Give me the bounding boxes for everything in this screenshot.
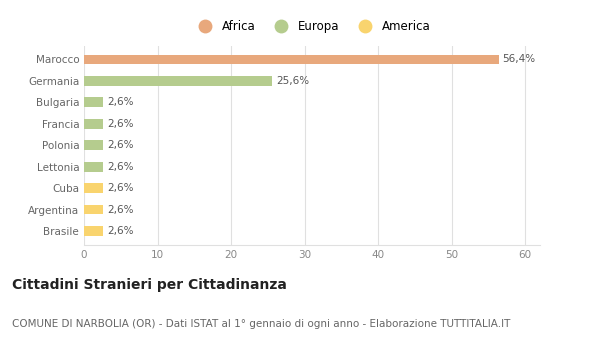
Text: Cittadini Stranieri per Cittadinanza: Cittadini Stranieri per Cittadinanza <box>12 278 287 292</box>
Bar <box>84 183 103 193</box>
Bar <box>84 162 103 172</box>
Text: 2,6%: 2,6% <box>107 205 133 215</box>
Bar <box>84 226 103 236</box>
Bar <box>84 98 103 107</box>
Bar <box>84 55 499 64</box>
Text: 2,6%: 2,6% <box>107 97 133 107</box>
Text: COMUNE DI NARBOLIA (OR) - Dati ISTAT al 1° gennaio di ogni anno - Elaborazione T: COMUNE DI NARBOLIA (OR) - Dati ISTAT al … <box>12 319 511 329</box>
Bar <box>84 76 272 86</box>
Text: 2,6%: 2,6% <box>107 162 133 172</box>
Text: 2,6%: 2,6% <box>107 140 133 150</box>
Legend: Africa, Europa, America: Africa, Europa, America <box>188 15 436 38</box>
Text: 25,6%: 25,6% <box>276 76 309 86</box>
Text: 2,6%: 2,6% <box>107 226 133 236</box>
Bar <box>84 119 103 128</box>
Bar <box>84 140 103 150</box>
Text: 2,6%: 2,6% <box>107 183 133 193</box>
Text: 56,4%: 56,4% <box>502 54 536 64</box>
Bar <box>84 205 103 215</box>
Text: 2,6%: 2,6% <box>107 119 133 129</box>
